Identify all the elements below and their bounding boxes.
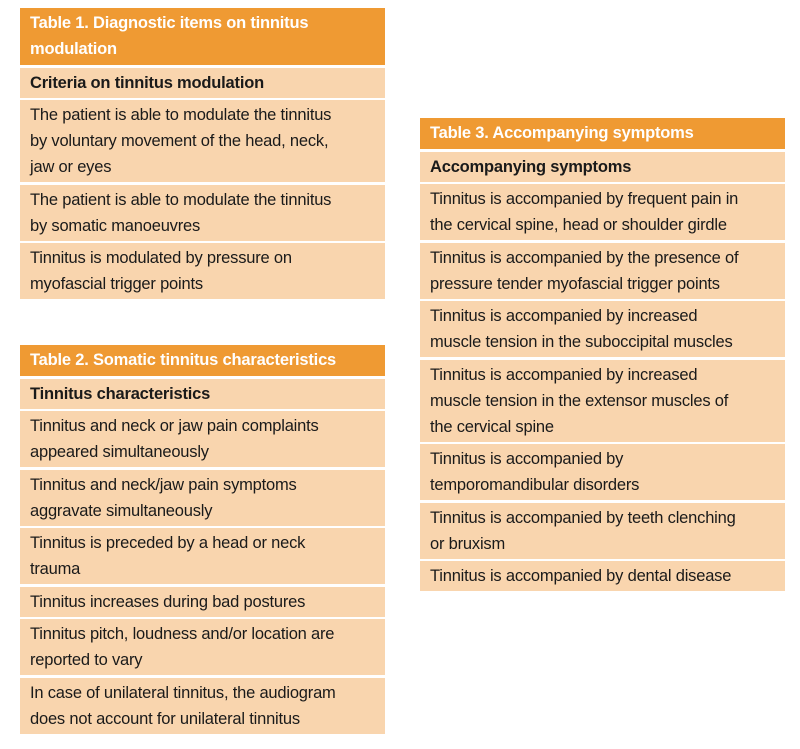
table-row: Tinnitus pitch, loudness and/or location… (20, 619, 385, 675)
table-row: Tinnitus increases during bad postures (20, 586, 385, 617)
table-row: The patient is able to modulate the tinn… (20, 100, 385, 182)
table-row: Tinnitus is modulated by pressure on myo… (20, 243, 385, 299)
table-title: Table 3. Accompanying symptoms (420, 118, 785, 149)
table-row: Tinnitus is accompanied by teeth clenchi… (420, 502, 785, 559)
table-row: Tinnitus and neck/jaw pain symptoms aggr… (20, 469, 385, 526)
table-row: Tinnitus and neck or jaw pain complaints… (20, 411, 385, 467)
table-1-diagnostic-items: Table 1. Diagnostic items on tinnitus mo… (20, 8, 385, 299)
table-row: Tinnitus is accompanied by increased mus… (420, 359, 785, 442)
table-subheader: Tinnitus characteristics (20, 378, 385, 409)
table-2-somatic-characteristics: Table 2. Somatic tinnitus characteristic… (20, 345, 385, 734)
table-row: Tinnitus is accompanied by the presence … (420, 242, 785, 299)
table-title: Table 1. Diagnostic items on tinnitus mo… (20, 8, 385, 65)
table-row: Tinnitus is accompanied by dental diseas… (420, 561, 785, 591)
table-row: Tinnitus is preceded by a head or neck t… (20, 528, 385, 584)
table-row: In case of unilateral tinnitus, the audi… (20, 677, 385, 734)
table-row: Tinnitus is accompanied by increased mus… (420, 301, 785, 357)
table-subheader: Accompanying symptoms (420, 151, 785, 182)
table-row: The patient is able to modulate the tinn… (20, 184, 385, 241)
table-subheader: Criteria on tinnitus modulation (20, 67, 385, 98)
table-row: Tinnitus is accompanied by temporomandib… (420, 444, 785, 500)
table-row: Tinnitus is accompanied by frequent pain… (420, 184, 785, 240)
table-title: Table 2. Somatic tinnitus characteristic… (20, 345, 385, 376)
table-3-accompanying-symptoms: Table 3. Accompanying symptoms Accompany… (420, 118, 785, 591)
